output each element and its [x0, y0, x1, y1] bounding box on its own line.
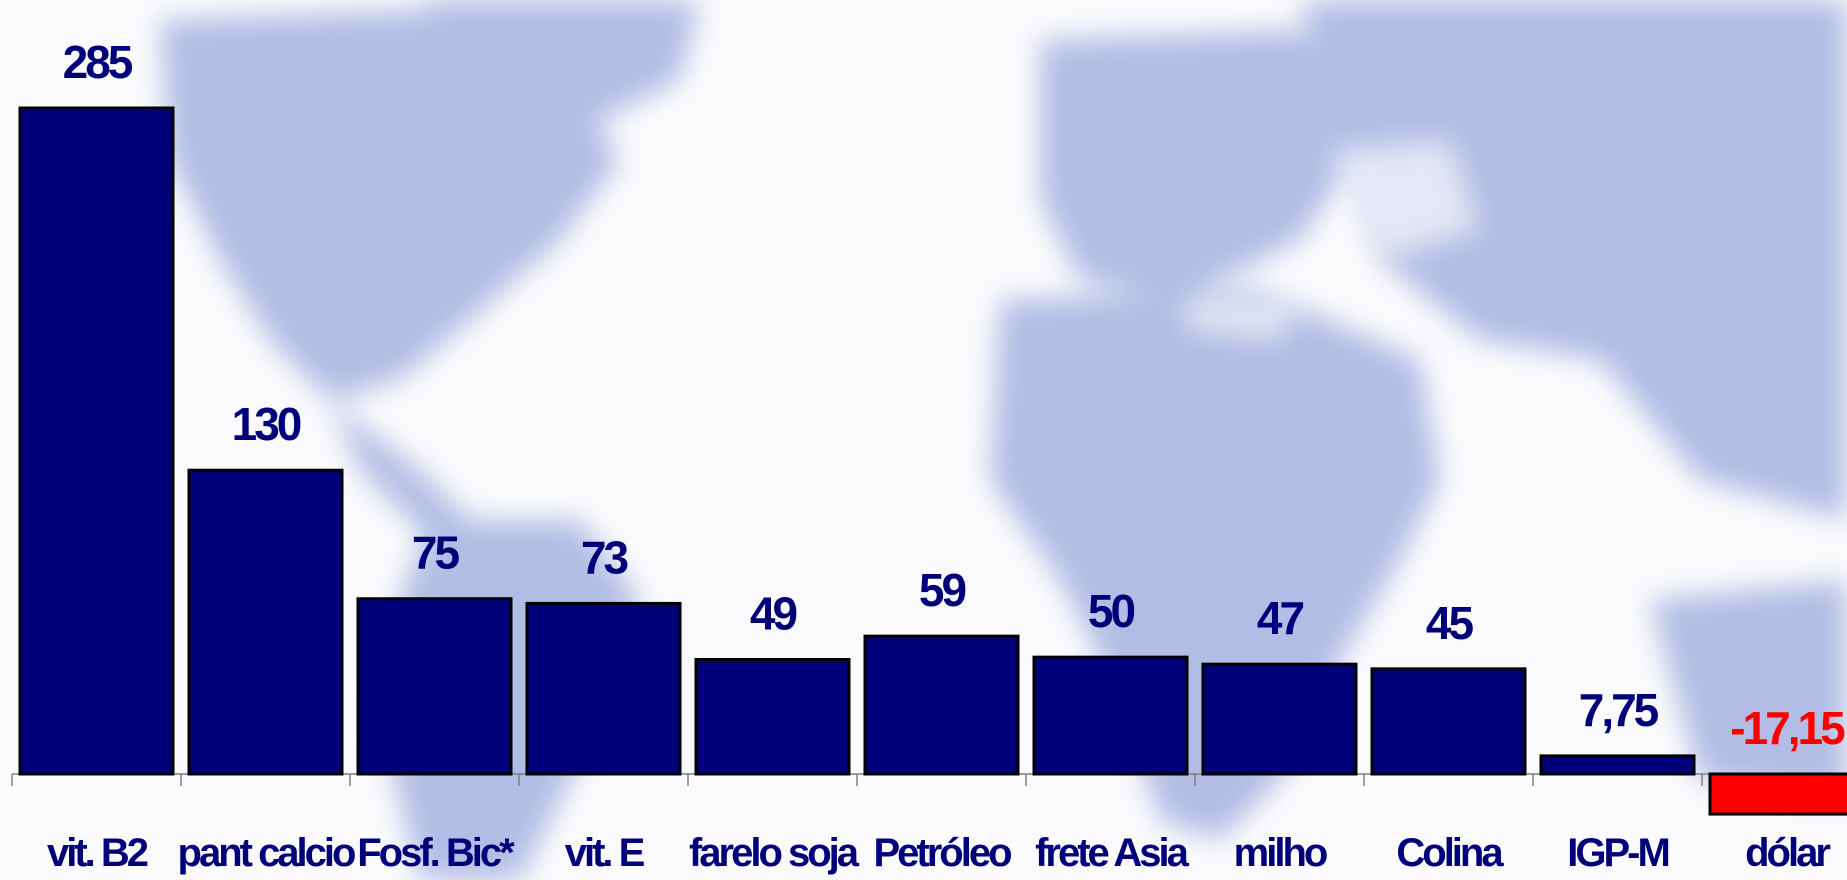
value-label: 285: [63, 36, 133, 88]
value-label: 73: [581, 531, 628, 583]
bar: [187, 468, 344, 776]
value-label: 7,75: [1579, 684, 1659, 736]
bar: [18, 106, 175, 776]
value-label: 130: [232, 398, 301, 450]
bar: [1539, 754, 1696, 776]
category-labels-group: vit. B2 pant calcio Fosf. Bic* vit. E farelo…: [47, 831, 1833, 875]
category-label: pant calcio: [178, 831, 356, 875]
value-label: 45: [1426, 597, 1474, 649]
bar: [694, 657, 851, 776]
bar: [356, 597, 513, 776]
value-label: 49: [750, 587, 797, 639]
category-label: Petróleo: [873, 831, 1011, 875]
category-label: vit. B2: [47, 831, 148, 875]
bar: [863, 634, 1020, 776]
value-label: 50: [1088, 585, 1135, 637]
value-labels-group: 285 130 75 73 49 59 50 47 45 7,75 -17,15: [63, 36, 1847, 754]
value-label: 75: [412, 527, 460, 579]
bars-group: [18, 106, 1847, 816]
category-label: Colina: [1396, 831, 1504, 875]
category-label: farelo soja: [689, 831, 860, 875]
category-label: dólar: [1745, 831, 1830, 875]
category-label: frete Asia: [1035, 831, 1190, 875]
x-axis: [11, 773, 1847, 786]
bar: [1370, 667, 1527, 776]
bar: [525, 601, 682, 776]
bar: [1032, 655, 1189, 776]
category-label: IGP-M: [1567, 831, 1668, 875]
value-label: 47: [1257, 592, 1304, 644]
category-label: Fosf. Bic*: [357, 831, 515, 875]
value-label: 59: [919, 564, 966, 616]
category-label: milho: [1234, 831, 1327, 875]
bar: [1708, 772, 1847, 816]
bar: [1201, 662, 1358, 776]
value-label: -17,15: [1730, 702, 1845, 754]
category-label: vit. E: [565, 831, 645, 875]
